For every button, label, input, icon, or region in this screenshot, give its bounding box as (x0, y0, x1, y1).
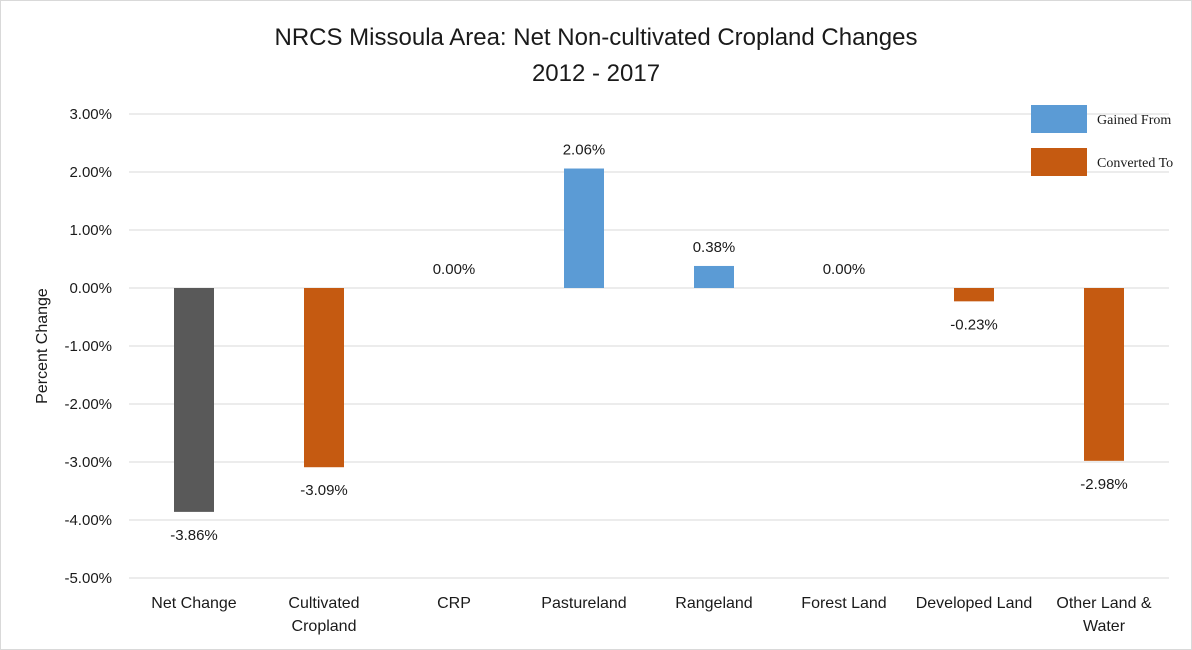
legend-label: Gained From (1097, 113, 1171, 128)
y-tick-label: -3.00% (64, 454, 112, 471)
category-label: Developed Land (916, 595, 1033, 612)
data-label: -0.23% (950, 316, 998, 333)
bars (174, 168, 1124, 512)
data-label: 0.38% (693, 239, 736, 256)
y-tick-label: 1.00% (69, 222, 112, 239)
bar-3 (564, 168, 604, 288)
y-tick-label: -1.00% (64, 338, 112, 355)
data-labels: -3.86% -3.09% 0.00% 2.06% 0.38% 0.00% -0.23% -2… (170, 142, 1128, 544)
y-tick-label: 2.00% (69, 164, 112, 181)
y-axis-ticks: 3.00% 2.00% 1.00% 0.00% -1.00% -2.00% -3.00% -4… (64, 106, 112, 587)
legend-swatch (1031, 148, 1087, 176)
legend-label: Converted To (1097, 156, 1173, 171)
y-tick-label: -5.00% (64, 570, 112, 587)
y-tick-label: 0.00% (69, 280, 112, 297)
legend: Gained From Converted To (1031, 105, 1173, 176)
category-label: Forest Land (801, 595, 886, 612)
data-label: -2.98% (1080, 476, 1128, 493)
y-tick-label: -4.00% (64, 512, 112, 529)
data-label: 2.06% (563, 142, 606, 159)
category-label: Other Land & (1056, 595, 1152, 612)
category-label: Net Change (151, 595, 236, 612)
bar-4 (694, 265, 734, 288)
y-tick-label: -2.00% (64, 396, 112, 413)
bar-1 (304, 288, 344, 468)
data-label: 0.00% (433, 261, 476, 278)
x-axis-categories: Net Change Cultivated Cropland CRP Pasturela… (151, 595, 1152, 635)
category-label: Water (1083, 618, 1126, 635)
y-axis-label: Percent Change (34, 288, 51, 404)
chart-title: NRCS Missoula Area: Net Non-cultivated C… (275, 24, 918, 51)
data-label: 0.00% (823, 261, 866, 278)
gridlines (129, 113, 1169, 579)
category-label: Pastureland (541, 595, 626, 612)
category-label: Cultivated (288, 595, 359, 612)
bar-0 (174, 288, 214, 512)
data-label: -3.86% (170, 527, 218, 544)
y-tick-label: 3.00% (69, 106, 112, 123)
category-label: Cropland (292, 618, 357, 635)
legend-swatch (1031, 105, 1087, 133)
data-label: -3.09% (300, 482, 348, 499)
chart-subtitle: 2012 - 2017 (532, 60, 660, 87)
bar-6 (954, 288, 994, 302)
category-label: Rangeland (675, 595, 752, 612)
category-label: CRP (437, 595, 471, 612)
bar-7 (1084, 288, 1124, 461)
